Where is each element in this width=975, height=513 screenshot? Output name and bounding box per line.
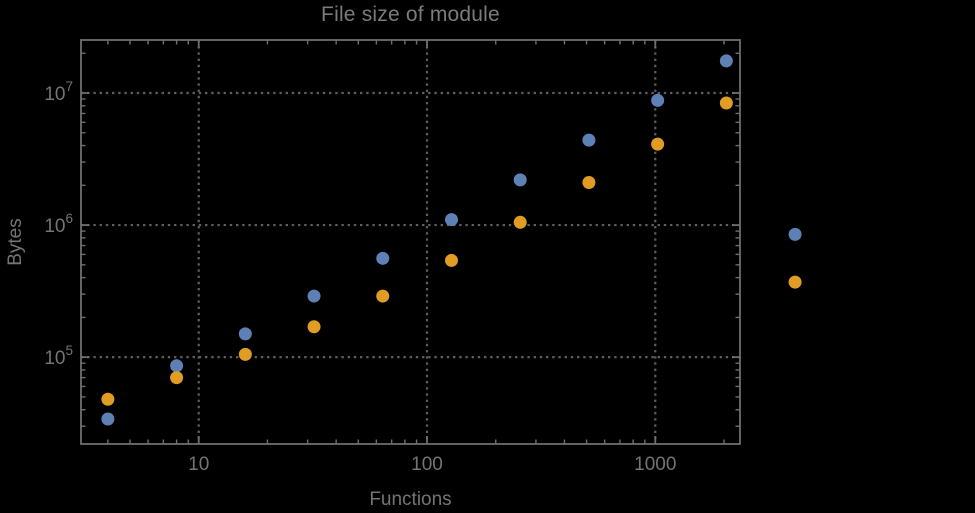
x-tick-labels: 10 100 1000 xyxy=(188,454,676,475)
y-axis-label: Bytes xyxy=(5,218,26,266)
data-point xyxy=(719,96,733,110)
data-point xyxy=(719,54,733,68)
data-point xyxy=(376,251,390,265)
data-point xyxy=(788,227,802,241)
data-point xyxy=(444,213,458,227)
data-point xyxy=(444,253,458,267)
orange-series-points xyxy=(101,96,802,406)
data-point xyxy=(651,137,665,151)
x-tick-label: 10 xyxy=(188,454,209,475)
data-point xyxy=(101,392,115,406)
data-point xyxy=(582,176,596,190)
plot-frame xyxy=(80,39,741,445)
data-point xyxy=(238,327,252,341)
x-tick-label: 1000 xyxy=(634,454,676,475)
data-point xyxy=(513,173,527,187)
y-tick-labels: 105 106 107 xyxy=(44,79,73,369)
tick-marks xyxy=(81,40,740,444)
data-point xyxy=(582,133,596,147)
data-point xyxy=(307,289,321,303)
x-axis-label: Functions xyxy=(369,489,452,510)
y-tick-label: 107 xyxy=(44,79,73,105)
data-point xyxy=(238,347,252,361)
data-point xyxy=(170,359,184,373)
data-point xyxy=(376,289,390,303)
data-point xyxy=(170,371,184,385)
y-tick-label: 106 xyxy=(44,211,73,237)
data-point xyxy=(651,93,665,107)
y-tick-label: 105 xyxy=(44,343,73,369)
grid-lines xyxy=(81,40,740,444)
blue-series-points xyxy=(101,54,802,426)
data-point xyxy=(788,275,802,289)
data-point xyxy=(307,320,321,334)
data-point xyxy=(101,412,115,426)
data-point xyxy=(513,215,527,229)
chart-title: File size of module xyxy=(321,3,500,26)
x-tick-label: 100 xyxy=(411,454,443,475)
